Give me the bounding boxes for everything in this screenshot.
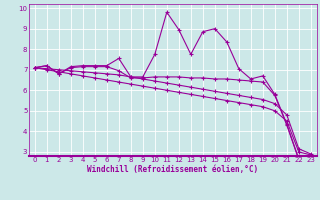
X-axis label: Windchill (Refroidissement éolien,°C): Windchill (Refroidissement éolien,°C) xyxy=(87,165,258,174)
